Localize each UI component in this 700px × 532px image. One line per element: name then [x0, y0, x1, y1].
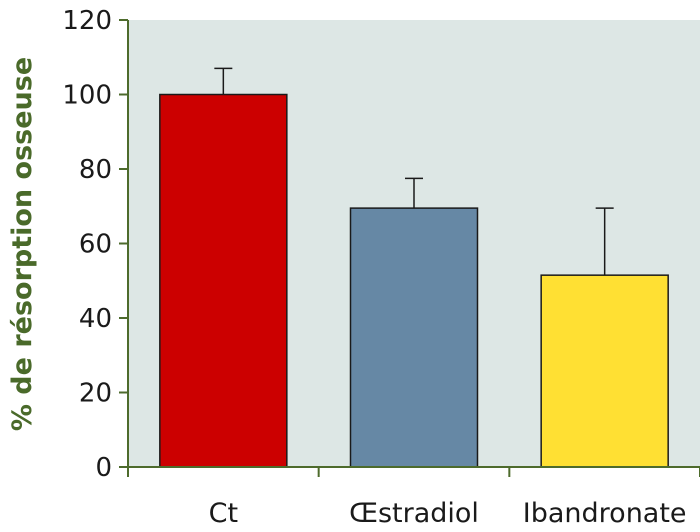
y-tick-label: 40 [79, 304, 112, 334]
x-category-label: Ibandronate [523, 498, 687, 529]
y-tick-label: 60 [79, 230, 112, 260]
y-ticks-group: 0 20 40 60 80 100 120 [62, 6, 128, 483]
x-category-label: Œstradiol [349, 498, 479, 529]
x-category-label: Ct [209, 498, 238, 529]
y-tick-label: 80 [79, 155, 112, 185]
bar [349, 207, 479, 468]
bar [159, 93, 288, 468]
bars-group [159, 93, 669, 468]
y-tick-label: 0 [95, 453, 112, 483]
bar [540, 274, 669, 468]
y-tick-label: 120 [62, 6, 112, 36]
error-bars-group [214, 67, 614, 276]
y-tick-label: 20 [79, 379, 112, 409]
y-axis-title: % de résorption osseuse [7, 57, 38, 431]
y-tick-label: 100 [62, 81, 112, 111]
x-ticks-group: Ct Œstradiol Ibandronate [127, 467, 700, 529]
